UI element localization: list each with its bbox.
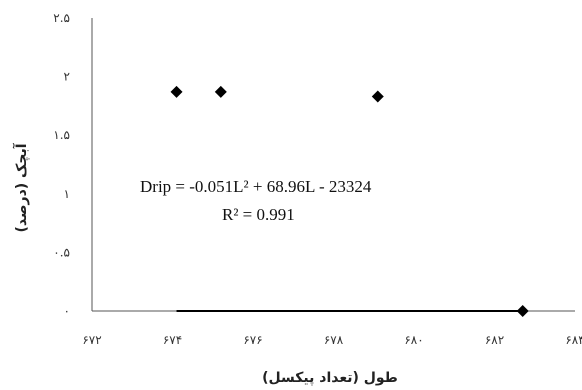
data-point-diamond [214, 85, 227, 98]
y-tick-label: ۱.۵ [53, 128, 70, 142]
x-tick-label: ۶۷۴ [163, 333, 182, 347]
equation-label: Drip = -0.051L² + 68.96L - 23324 [140, 177, 372, 196]
y-axis-title: آبچک (درصد) [12, 142, 30, 232]
data-points [170, 85, 529, 317]
x-tick-label: ۶۷۸ [324, 333, 344, 347]
y-tick-label: ۲ [64, 70, 70, 84]
axes [91, 18, 575, 312]
x-ticks: ۶۷۲ ۶۷۴ ۶۷۶ ۶۷۸ ۶۸۰ ۶۸۲ ۶۸۴ [82, 333, 582, 347]
data-point-diamond [516, 305, 529, 317]
x-tick-label: ۶۸۴ [565, 333, 582, 347]
y-tick-label: ۰.۵ [53, 245, 70, 259]
x-axis-title: طول (تعداد پیکسل) [262, 370, 398, 386]
r-squared-label: R² = 0.991 [222, 205, 295, 224]
x-tick-label: ۶۸۲ [485, 333, 504, 347]
y-tick-label: ۰ [64, 304, 70, 318]
data-point-diamond [170, 85, 183, 98]
y-tick-label: ۲.۵ [53, 11, 70, 25]
x-tick-label: ۶۷۶ [243, 333, 262, 347]
x-tick-label: ۶۸۰ [404, 333, 423, 347]
x-tick-label: ۶۷۲ [82, 333, 101, 347]
y-ticks: ۰ ۰.۵ ۱ ۱.۵ ۲ ۲.۵ [53, 11, 70, 318]
y-tick-label: ۱ [64, 187, 70, 201]
data-point-diamond [371, 90, 384, 103]
